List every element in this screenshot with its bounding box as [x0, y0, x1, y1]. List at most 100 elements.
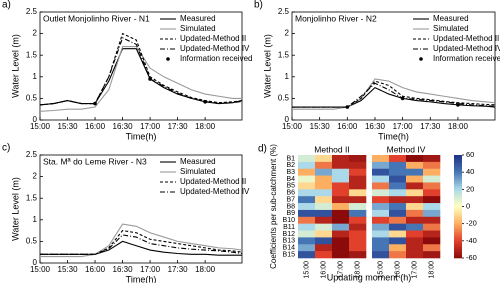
panel-label: a)	[2, 0, 11, 11]
heat-cell	[349, 168, 367, 176]
x-tick-label: 17:30	[168, 122, 189, 131]
colorbar-segment	[454, 216, 462, 219]
colorbar-segment	[454, 194, 462, 197]
heat-cell	[406, 251, 424, 259]
heat-cell	[406, 244, 424, 252]
colorbar-segment	[454, 155, 462, 158]
heat-cell	[298, 189, 316, 197]
y-tick-label: 1.5	[26, 193, 38, 202]
heat-cell	[349, 209, 367, 218]
y-tick-label: 1	[33, 215, 38, 224]
heat-cell	[406, 182, 424, 190]
x-tick-label: 16:00	[337, 122, 358, 131]
heat-cell	[389, 196, 407, 204]
heat-cell	[298, 203, 316, 211]
y-axis-label: Coefficients per sub-catchment (%)	[269, 144, 278, 269]
colorbar-segment	[454, 160, 462, 163]
heat-cell	[423, 216, 441, 224]
colorbar-tick-label: -20	[466, 219, 477, 228]
heat-cell	[315, 251, 333, 259]
heat-cell	[372, 182, 390, 190]
heat-cell	[315, 237, 333, 245]
heat-cell	[423, 237, 441, 245]
plot-frame	[39, 154, 243, 264]
colorbar-segment	[454, 256, 462, 259]
y-tick-label: 1	[285, 72, 290, 81]
x-tick-label: 15:00	[377, 261, 384, 279]
colorbar-segment	[454, 228, 462, 231]
heat-cell	[332, 230, 350, 238]
heat-cell	[349, 182, 367, 190]
legend-label: Updated-Method IV	[433, 44, 500, 53]
heat-cell	[389, 223, 407, 231]
heat-cell	[349, 251, 367, 259]
heat-cell	[349, 196, 367, 204]
y-tick-label: B11	[283, 224, 295, 231]
heat-cell	[349, 189, 367, 197]
heat-cell	[389, 189, 407, 197]
x-tick-label: 17:30	[168, 265, 189, 274]
group-label: Method II	[314, 144, 349, 154]
heat-cell	[389, 168, 407, 176]
colorbar-segment	[454, 206, 462, 209]
series-line	[40, 240, 242, 256]
heat-cell	[298, 175, 316, 183]
colorbar-segment	[454, 204, 462, 207]
heat-cell	[332, 251, 350, 259]
panel-label: b)	[254, 0, 263, 11]
colorbar-segment	[454, 180, 462, 183]
colorbar-segment	[454, 244, 462, 247]
y-tick-label: 0	[33, 258, 38, 267]
colorbar-segment	[454, 197, 462, 200]
heat-cell	[372, 237, 390, 245]
colorbar-segment	[454, 158, 462, 161]
heat-cell	[372, 223, 390, 231]
colorbar-segment	[454, 179, 462, 182]
heat-cell	[298, 237, 316, 245]
colorbar-segment	[454, 223, 462, 226]
y-tick-label: B5	[286, 183, 295, 190]
x-tick-label: 17:00	[411, 261, 418, 279]
y-axis-label: Water Level (m)	[10, 34, 20, 98]
heat-cell	[332, 209, 350, 218]
colorbar-segment	[454, 203, 462, 206]
heat-cell	[315, 175, 333, 183]
colorbar-segment	[454, 192, 462, 195]
colorbar-segment	[454, 163, 462, 166]
heat-cell	[298, 182, 316, 190]
colorbar-segment	[454, 168, 462, 171]
colorbar-segment	[454, 251, 462, 254]
heat-cell	[315, 230, 333, 238]
colorbar-segment	[454, 167, 462, 170]
colorbar-segment	[454, 230, 462, 233]
colorbar-segment	[454, 170, 462, 173]
y-tick-label: B7	[286, 196, 295, 203]
series-line	[40, 223, 243, 258]
colorbar-tick-label: 40	[466, 167, 474, 176]
x-tick-label: 17:00	[393, 122, 414, 131]
colorbar-segment	[454, 156, 462, 159]
heat-cell	[423, 161, 441, 170]
chart-title: Outlet Monjolinho River - N1	[43, 13, 150, 23]
heat-cell	[406, 203, 424, 211]
colorbar-segment	[454, 177, 462, 180]
heat-cell	[349, 155, 367, 163]
heat-cell	[423, 223, 441, 231]
x-tick-label: 15:00	[30, 122, 51, 131]
y-tick-label: B1	[286, 155, 295, 162]
heat-cell	[389, 209, 407, 218]
heat-cell	[406, 168, 424, 176]
colorbar-segment	[454, 191, 462, 194]
heat-cell	[406, 216, 424, 224]
heat-cell	[389, 237, 407, 245]
heat-cell	[298, 196, 316, 204]
heat-cell	[406, 196, 424, 204]
colorbar-segment	[454, 182, 462, 185]
series-line	[292, 80, 496, 108]
heat-cell	[332, 237, 350, 245]
x-tick-label: 15:00	[282, 122, 303, 131]
heat-cell	[406, 209, 424, 218]
heat-cell	[389, 230, 407, 238]
x-axis-label: Time(h)	[378, 131, 409, 141]
legend-label: Simulated	[180, 167, 216, 176]
